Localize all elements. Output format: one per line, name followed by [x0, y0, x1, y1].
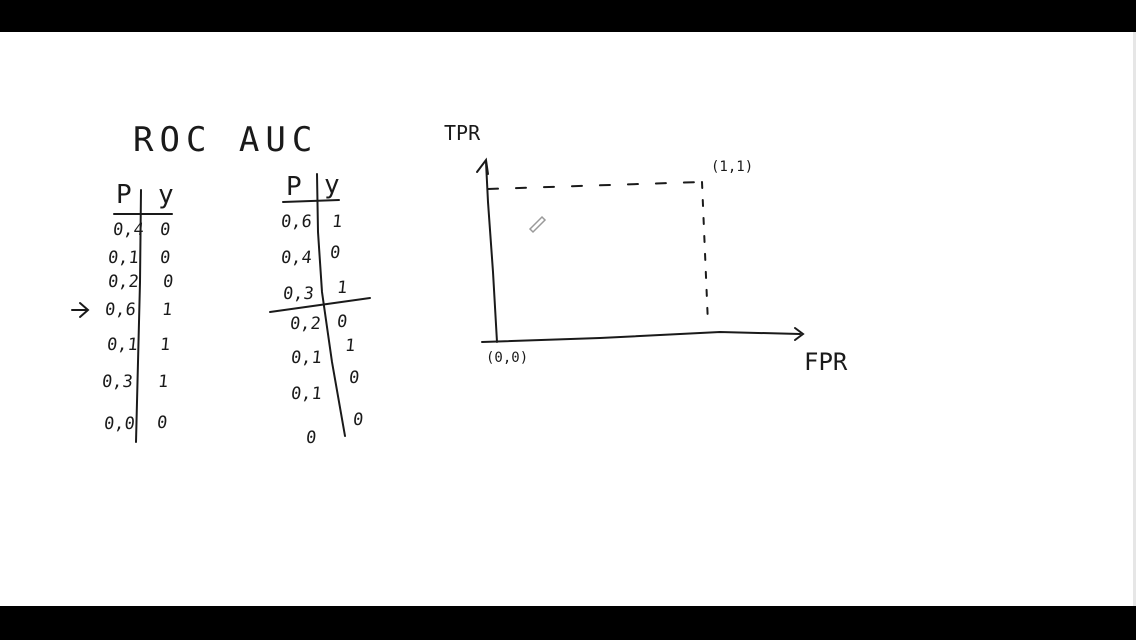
- table1-row3-p: 0,2: [106, 272, 140, 292]
- table2-divider: [316, 173, 346, 437]
- table1-row7-p: 0,0: [102, 414, 136, 434]
- top-dashed-guide: [487, 181, 701, 190]
- table2-row6-p: 0,1: [289, 384, 323, 404]
- table2-header-underline: [282, 199, 340, 203]
- table1-row2-y: 0: [158, 248, 172, 268]
- table1-row4-p: 0,6: [103, 300, 137, 320]
- x-axis: [481, 330, 801, 343]
- pencil-cursor-icon: [528, 215, 547, 234]
- table2-row5-p: 0,1: [289, 348, 323, 368]
- table2-row7-p: 0: [304, 428, 318, 448]
- table2-row1-y: 1: [330, 212, 344, 232]
- row-pointer-arrow: [71, 302, 90, 318]
- table2-row7-y: 0: [351, 410, 365, 430]
- right-dashed-guide: [701, 181, 709, 325]
- origin-label: (0,0): [486, 350, 529, 366]
- table2-row4-y: 0: [335, 312, 349, 332]
- table2-threshold-line: [269, 297, 371, 313]
- table1-header-p: P: [116, 180, 132, 210]
- y-axis-arrowhead: [476, 157, 489, 175]
- board-title: ROC AUC: [133, 120, 319, 160]
- table2-row6-y: 0: [347, 368, 361, 388]
- table2-row2-y: 0: [328, 243, 342, 263]
- table1-row4-y: 1: [160, 300, 174, 320]
- table1-row1-p: 0,4: [111, 220, 145, 240]
- table1-row5-p: 0,1: [105, 335, 139, 355]
- whiteboard-canvas[interactable]: ROC AUC P y 0,4 0 0,1 0 0,2 0 0,6 1 0,1 …: [0, 32, 1136, 606]
- table1-divider: [135, 189, 142, 443]
- y-axis: [485, 161, 498, 343]
- table2-header-y: y: [324, 170, 340, 200]
- table2-row1-p: 0,6: [279, 212, 313, 232]
- table2-row2-p: 0,4: [279, 248, 313, 268]
- table1-row3-y: 0: [161, 272, 175, 292]
- x-axis-label: FPR: [804, 348, 848, 376]
- table2-row5-y: 1: [343, 336, 357, 356]
- corner-point-label: (1,1): [711, 159, 754, 175]
- table2-row3-p: 0,3: [281, 284, 315, 304]
- ink-strokes: [71, 157, 805, 443]
- table1-row1-y: 0: [158, 220, 172, 240]
- y-axis-label: TPR: [444, 121, 481, 145]
- table1-row6-y: 1: [156, 372, 170, 392]
- table2-row4-p: 0,2: [288, 314, 322, 334]
- table1-row5-y: 1: [158, 335, 172, 355]
- x-axis-arrowhead: [794, 327, 805, 341]
- table1-row6-p: 0,3: [100, 372, 134, 392]
- table1-row2-p: 0,1: [106, 248, 140, 268]
- table2-row3-y: 1: [335, 278, 349, 298]
- table1-header-y: y: [158, 180, 174, 210]
- table1-row7-y: 0: [155, 413, 169, 433]
- table2-header-p: P: [286, 172, 302, 202]
